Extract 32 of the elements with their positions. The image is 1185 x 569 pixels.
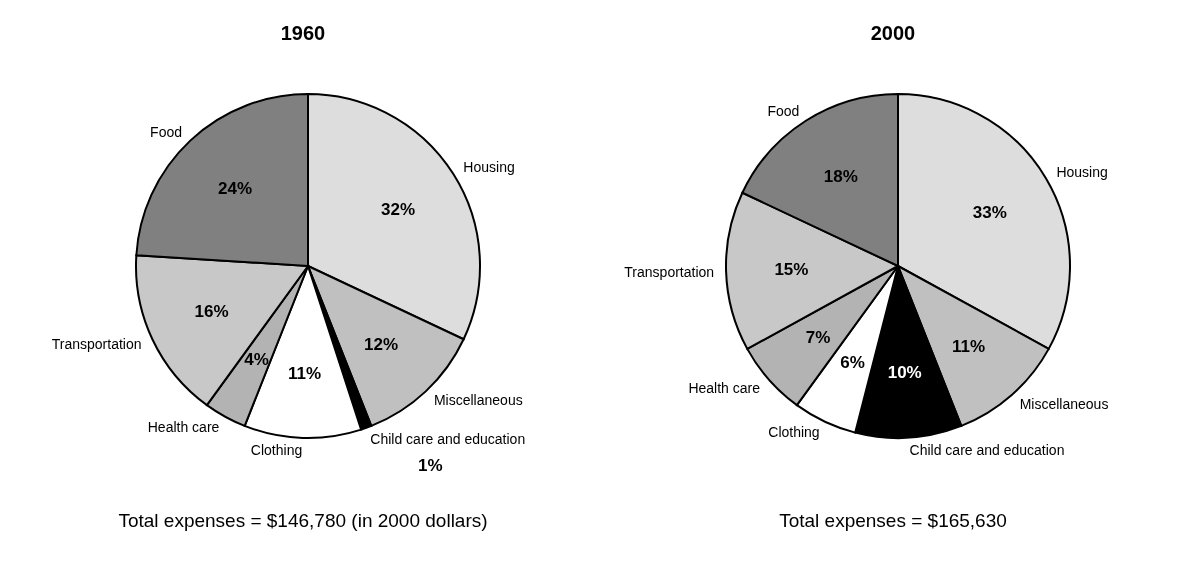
chart-title: 1960 (279, 22, 327, 46)
data-label: 12% (363, 334, 399, 354)
data-label: 16% (194, 302, 229, 322)
slice-label: Food (150, 123, 183, 140)
slice-label: Miscellaneous (433, 392, 523, 409)
chart-title: 2000 (869, 22, 917, 46)
data-label: 24% (217, 179, 253, 199)
data-label: 32% (381, 199, 416, 219)
data-label: 4% (244, 350, 269, 370)
data-label: 6% (840, 353, 865, 373)
data-label: 18% (823, 166, 858, 186)
data-label: 1% (418, 456, 443, 476)
data-label: 11% (288, 363, 322, 383)
data-label: 11% (951, 336, 986, 356)
slice-label: Transportation (51, 336, 142, 353)
slice-label: Food (767, 102, 800, 119)
slice-label: Clothing (250, 441, 303, 458)
slice-label: Transportation (624, 263, 715, 280)
slice-label: Miscellaneous (1019, 396, 1109, 413)
slice-label: Child care and education (909, 441, 1065, 458)
slice-label: Clothing (768, 424, 820, 441)
slice-label: Health care (147, 419, 220, 436)
slice-label: Child care and education (370, 431, 526, 448)
data-label: 10% (887, 363, 922, 383)
data-label: 33% (972, 202, 1007, 222)
data-label: 15% (774, 260, 809, 280)
slice-label: Housing (1056, 164, 1108, 181)
text: Total expenses = $165,630 (778, 510, 1008, 532)
data-label: 7% (805, 327, 831, 347)
text: Total expenses = $146,780 (in 2000 dollars) (117, 510, 489, 532)
slice-label: Health care (688, 379, 761, 396)
slice-label: Housing (463, 159, 515, 176)
